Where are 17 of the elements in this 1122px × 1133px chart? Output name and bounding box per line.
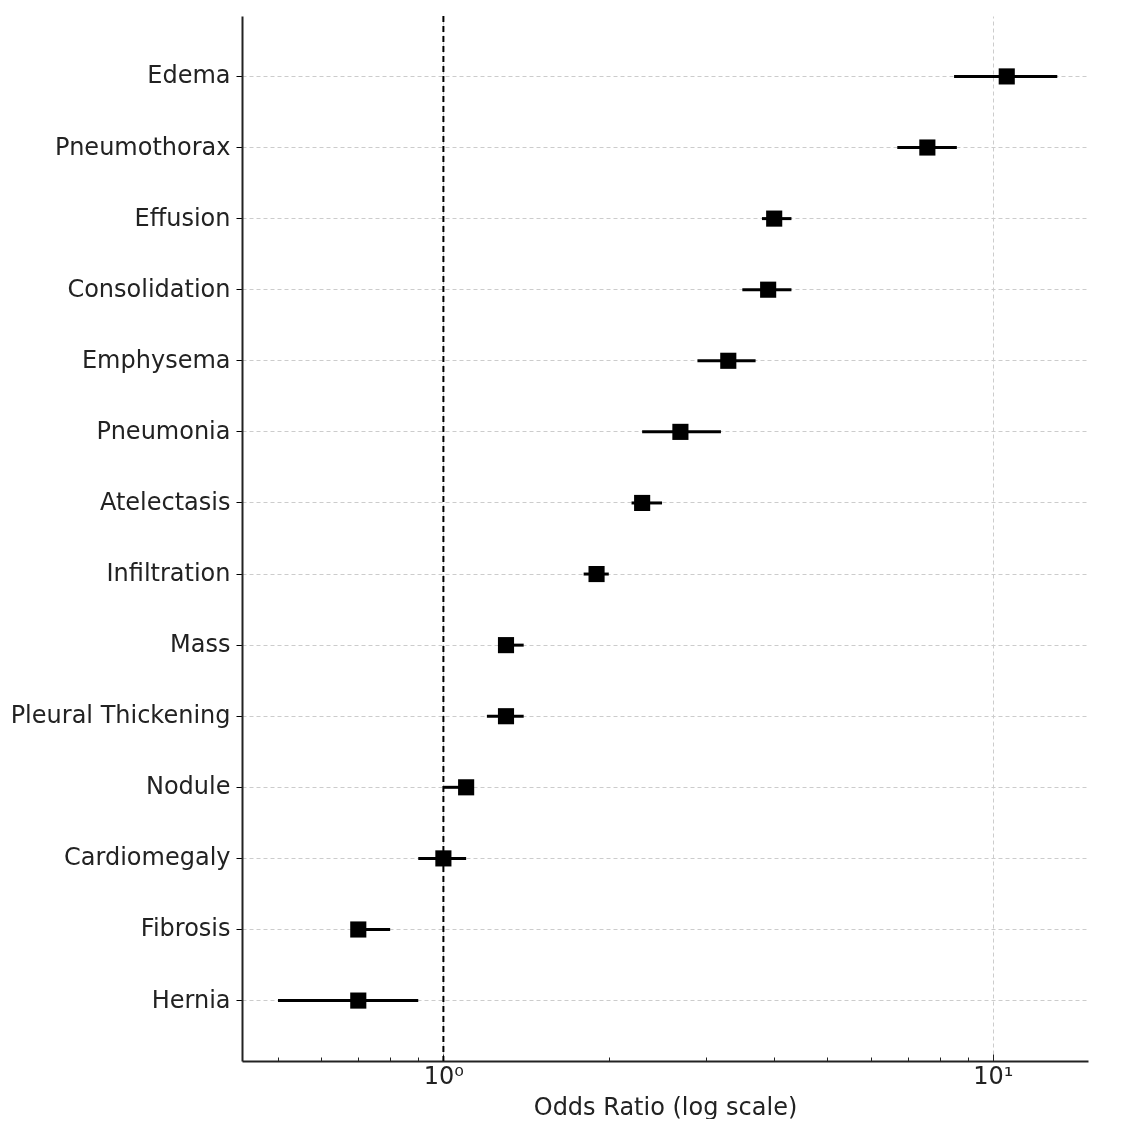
x-tick-label: 10⁰ [423, 1061, 464, 1090]
y-tick-label: Nodule [145, 772, 231, 801]
y-tick-label: Pneumonia [96, 416, 231, 445]
y-tick-label: Emphysema [81, 345, 231, 374]
y-tick-label: Pneumothorax [55, 132, 231, 161]
y-tick-label: Effusion [134, 203, 231, 232]
y-tick-label: Atelectasis [99, 487, 231, 516]
y-tick-label: Fibrosis [140, 914, 231, 943]
y-tick-label: Pleural Thickening [10, 701, 231, 730]
y-tick-label: Hernia [151, 985, 231, 1014]
x-tick-label: 10¹ [973, 1061, 1014, 1090]
y-tick-label: Infiltration [106, 559, 231, 588]
y-tick-label: Mass [170, 630, 231, 659]
x-axis-title: Odds Ratio (log scale) [533, 1092, 798, 1121]
y-tick-label: Edema [147, 61, 231, 90]
y-tick-label: Consolidation [67, 274, 231, 303]
y-tick-label: Cardiomegaly [64, 843, 231, 872]
